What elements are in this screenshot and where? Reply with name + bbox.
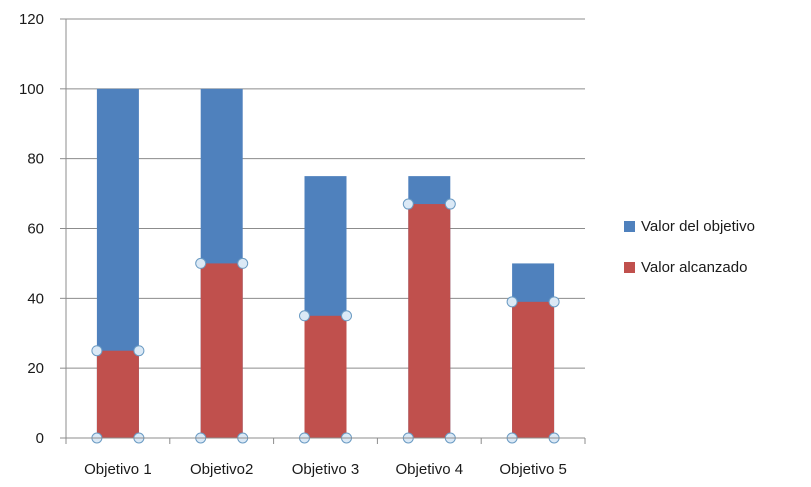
legend-swatch-achieved [624, 262, 635, 273]
x-tick-label: Objetivo2 [190, 461, 253, 478]
selection-handle [133, 345, 145, 357]
legend-item-achieved: Valor alcanzado [624, 259, 747, 276]
y-tick-label: 120 [19, 11, 44, 28]
y-tick-label: 100 [19, 81, 44, 98]
selection-handles [91, 198, 560, 444]
x-tick-label: Objetivo 4 [396, 461, 464, 478]
selection-handle [195, 257, 207, 269]
legend-label-achieved: Valor alcanzado [641, 259, 748, 276]
bar-achieved-3 [304, 315, 347, 438]
y-tick-label: 40 [27, 290, 44, 307]
selection-handle [444, 198, 456, 210]
bar-achieved-1 [96, 350, 139, 438]
bar-achieved-4 [408, 204, 451, 438]
bar-achieved-2 [200, 263, 243, 438]
legend-label-target: Valor del objetivo [641, 218, 755, 235]
y-tick-label: 20 [27, 360, 44, 377]
legend-item-target: Valor del objetivo [624, 218, 755, 235]
selection-handle [237, 257, 249, 269]
axes: 0 20 40 60 80 100 120 Objetivo 1 Objetivo2 Objeti… [19, 11, 586, 478]
selection-handle [341, 310, 352, 322]
y-tick-label: 60 [27, 221, 44, 238]
x-tick-label: Objetivo 1 [84, 461, 152, 478]
bars [96, 88, 555, 438]
y-tick-label: 80 [27, 151, 44, 168]
x-tick-label: Objetivo 5 [499, 461, 567, 478]
selection-handle [91, 345, 103, 357]
x-tick-label: Objetivo 3 [292, 461, 360, 478]
selection-handle [548, 296, 560, 308]
selection-handle [299, 310, 310, 322]
legend-swatch-target [624, 221, 635, 232]
bar-achieved-5 [512, 301, 555, 438]
y-tick-label: 0 [36, 430, 44, 447]
selection-handle [402, 198, 414, 210]
selection-handle [506, 296, 518, 308]
